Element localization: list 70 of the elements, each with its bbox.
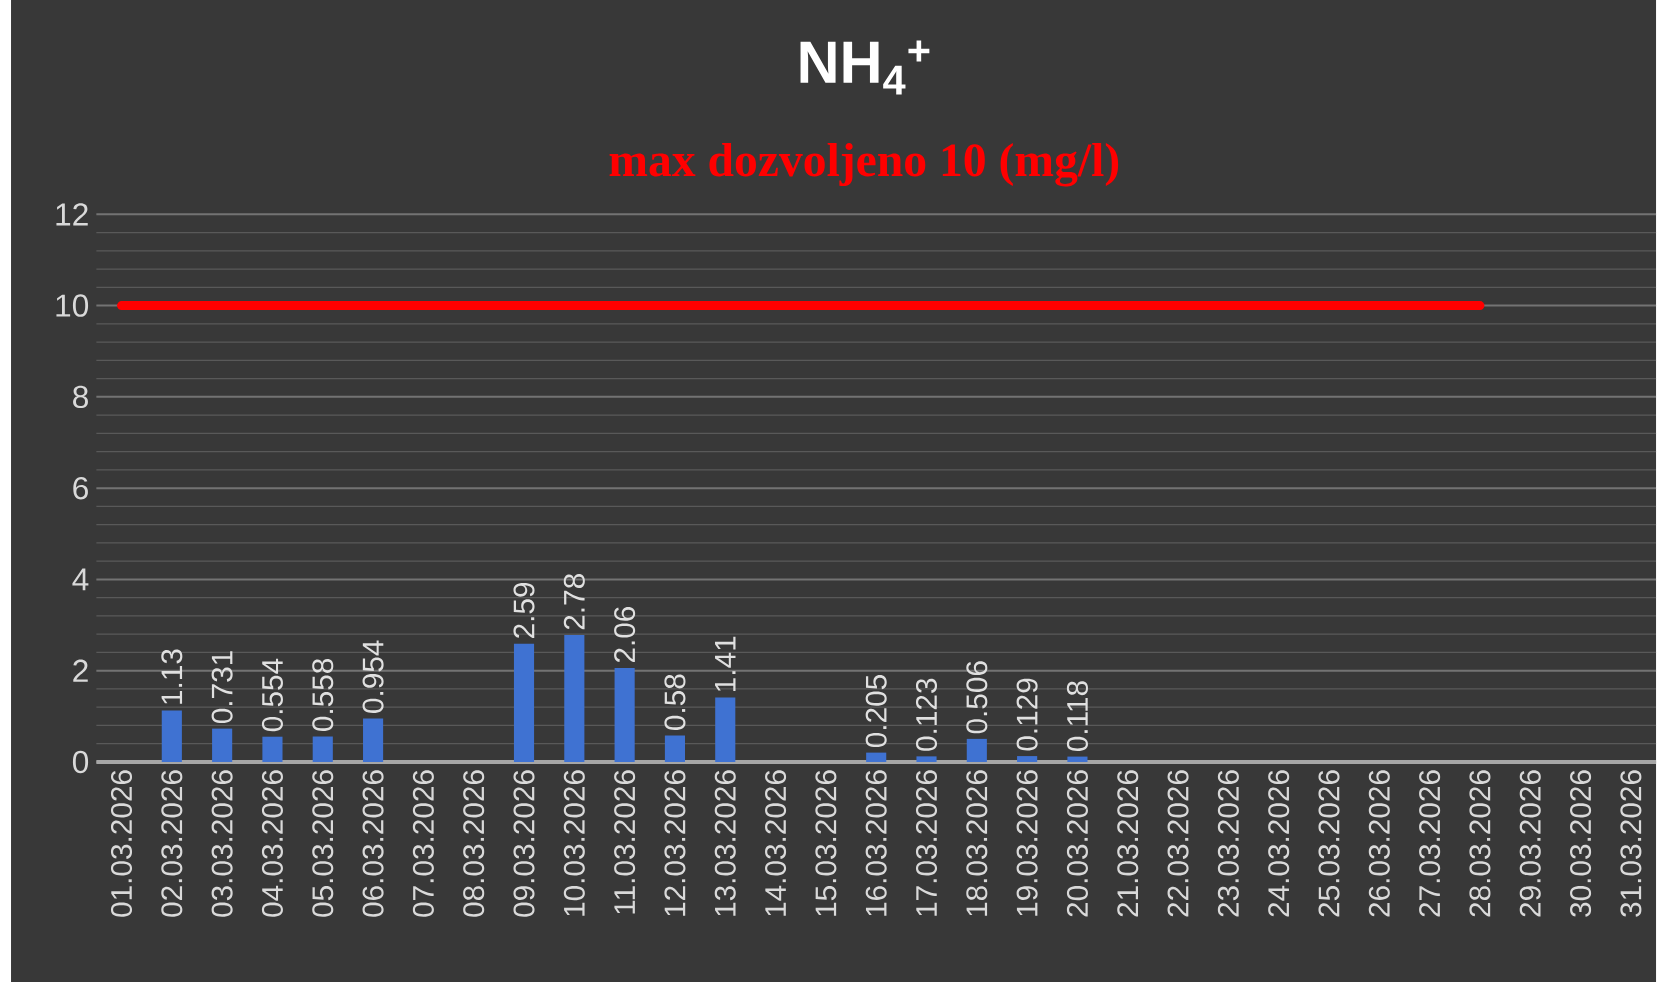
- x-tick-label: 04.03.2026: [261, 770, 283, 917]
- x-tick-label: 03.03.2026: [211, 770, 233, 917]
- bar: [866, 752, 887, 762]
- bar: [664, 735, 686, 762]
- data-label: 2.78: [563, 574, 585, 630]
- data-label: 0.118: [1066, 681, 1088, 751]
- data-label: 0.58: [664, 674, 686, 730]
- x-tick-label: 31.03.2026: [1620, 770, 1642, 917]
- bar: [161, 710, 182, 762]
- bar: [363, 718, 384, 762]
- y-tick-label: 0: [72, 750, 89, 774]
- x-tick-label: 30.03.2026: [1570, 770, 1592, 917]
- bar: [966, 738, 987, 762]
- data-label: 0.558: [312, 658, 334, 731]
- data-label: 0.731: [211, 651, 233, 723]
- y-tick-label: 2: [73, 659, 88, 682]
- bar: [312, 736, 333, 762]
- x-tick-label: 07.03.2026: [412, 770, 434, 917]
- chart-subtitle: max dozvoljeno 10 (mg/l): [609, 142, 1119, 187]
- bar: [614, 667, 635, 762]
- x-tick-label: 22.03.2026: [1167, 770, 1189, 917]
- bar: [916, 756, 937, 762]
- x-tick-label: 01.03.2026: [110, 770, 133, 917]
- x-tick-label: 23.03.2026: [1217, 770, 1239, 917]
- x-tick-label: 29.03.2026: [1519, 770, 1541, 917]
- bar: [513, 643, 535, 762]
- bar: [715, 697, 736, 762]
- bar: [1017, 755, 1038, 762]
- x-tick-label: 08.03.2026: [463, 770, 485, 917]
- x-tick-label: 13.03.2026: [714, 770, 736, 916]
- data-label: 0.554: [261, 658, 283, 732]
- x-tick-label: 27.03.2026: [1419, 770, 1441, 917]
- x-tick-label: 12.03.2026: [664, 770, 686, 916]
- chart-title: NH$_{4}$+: [800, 40, 930, 95]
- data-label: 0.129: [1016, 678, 1038, 751]
- bar: [564, 634, 585, 762]
- x-tick-label: 10.03.2026: [563, 770, 585, 916]
- x-tick-label: 05.03.2026: [312, 770, 334, 917]
- x-tick-label: 26.03.2026: [1368, 770, 1390, 917]
- x-tick-label: 19.03.2026: [1016, 770, 1038, 916]
- data-label: 1.13: [161, 649, 183, 704]
- y-tick-label: 10: [56, 294, 89, 317]
- data-label: 0.123: [915, 678, 938, 751]
- y-tick-label: 4: [72, 568, 89, 591]
- data-label: 0.506: [966, 661, 988, 734]
- x-tick-label: 06.03.2026: [362, 770, 384, 917]
- x-tick-label: 25.03.2026: [1318, 770, 1340, 917]
- x-tick-label: 02.03.2026: [161, 770, 183, 917]
- x-tick-label: 18.03.2026: [966, 770, 988, 916]
- bar: [1067, 756, 1088, 762]
- x-tick-label: 15.03.2026: [815, 770, 837, 916]
- data-label: 2.06: [614, 606, 636, 662]
- y-tick-label: 6: [73, 476, 88, 500]
- x-tick-label: 24.03.2026: [1268, 770, 1290, 917]
- x-tick-label: 21.03.2026: [1117, 770, 1139, 917]
- x-tick-label: 20.03.2026: [1066, 770, 1088, 917]
- x-tick-label: 16.03.2026: [865, 770, 887, 916]
- x-tick-label: 11.03.2026: [614, 770, 636, 914]
- data-label: 0.954: [362, 640, 384, 713]
- x-tick-label: 17.03.2026: [915, 770, 938, 916]
- data-label: 1.41: [715, 636, 736, 691]
- y-tick-label: 12: [56, 203, 88, 226]
- data-label: 2.59: [513, 582, 535, 638]
- bar: [212, 728, 233, 762]
- y-tick-label: 8: [73, 385, 88, 408]
- x-tick-label: 28.03.2026: [1469, 770, 1491, 917]
- data-label: 0.205: [865, 674, 887, 747]
- bar: [262, 736, 283, 762]
- x-tick-label: 09.03.2026: [513, 770, 535, 917]
- x-tick-label: 14.03.2026: [765, 770, 787, 916]
